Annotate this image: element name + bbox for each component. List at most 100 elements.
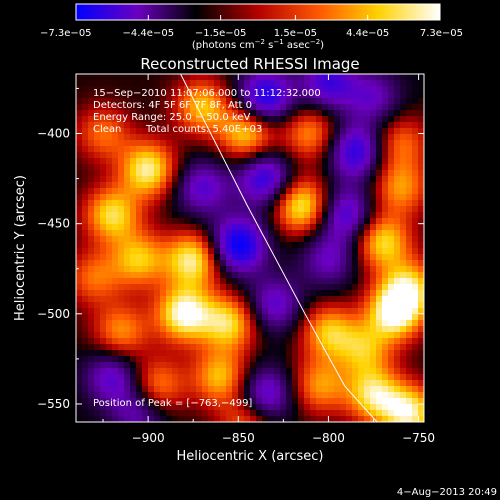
heatmap-cell [208,260,215,267]
heatmap-cell [148,218,155,225]
heatmap-cell [142,188,149,195]
heatmap-cell [190,290,197,297]
heatmap-cell [304,206,311,213]
heatmap-cell [340,116,347,123]
heatmap-cell [310,242,317,249]
heatmap-cell [232,230,239,237]
heatmap-cell [406,416,413,422]
heatmap-cell [220,86,227,93]
heatmap-cell [130,146,137,153]
heatmap-cell [292,116,299,123]
image-area [75,73,425,423]
heatmap-cell [370,200,377,207]
heatmap-cell [328,92,335,99]
heatmap-cell [412,194,419,201]
heatmap-cell [370,254,377,261]
heatmap-cell [334,290,341,297]
heatmap-cell [214,218,221,225]
heatmap-cell [190,146,197,153]
heatmap-cell [226,266,233,273]
heatmap-cell [382,254,389,261]
heatmap-cell [304,368,311,375]
heatmap-cell [166,110,173,117]
heatmap-cell [76,86,83,93]
heatmap-cell [106,380,113,387]
heatmap-cell [76,176,83,183]
heatmap-cell [232,410,239,417]
heatmap-cell [88,230,95,237]
heatmap-cell [298,158,305,165]
heatmap-cell [304,350,311,357]
heatmap-cell [274,344,281,351]
heatmap-cell [112,212,119,219]
heatmap-cell [358,116,365,123]
heatmap-cell [268,140,275,147]
heatmap-cell [172,212,179,219]
heatmap-cell [178,230,185,237]
heatmap-cell [142,92,149,99]
heatmap-cell [220,206,227,213]
heatmap-cell [202,392,209,399]
heatmap-cell [250,200,257,207]
heatmap-cell [418,248,424,255]
heatmap-cell [178,200,185,207]
heatmap-cell [154,410,161,417]
heatmap-cell [184,200,191,207]
heatmap-cell [286,380,293,387]
heatmap-cell [340,404,347,411]
heatmap-cell [88,248,95,255]
heatmap-cell [82,164,89,171]
heatmap-cell [364,362,371,369]
heatmap-cell [322,386,329,393]
heatmap-cell [196,176,203,183]
heatmap-cell [124,332,131,339]
heatmap-cell [130,206,137,213]
heatmap-cell [358,284,365,291]
heatmap-cell [376,200,383,207]
heatmap-cell [220,146,227,153]
heatmap-cell [190,230,197,237]
heatmap-cell [304,410,311,417]
heatmap-cell [310,416,317,422]
heatmap-cell [214,368,221,375]
heatmap-cell [160,170,167,177]
heatmap-cell [148,80,155,87]
heatmap-cell [112,224,119,231]
heatmap-cell [160,248,167,255]
heatmap-cell [298,326,305,333]
heatmap-cell [118,398,125,405]
heatmap-cell [238,140,245,147]
heatmap-cell [406,152,413,159]
heatmap-cell [298,146,305,153]
heatmap-cell [232,80,239,87]
heatmap-cell [112,290,119,297]
heatmap-cell [244,140,251,147]
heatmap-cell [256,332,263,339]
heatmap-cell [154,146,161,153]
heatmap-cell [106,308,113,315]
heatmap-cell [274,182,281,189]
heatmap-cell [268,128,275,135]
heatmap-cell [82,152,89,159]
heatmap-cell [340,152,347,159]
heatmap-cell [268,308,275,315]
heatmap-cell [274,248,281,255]
heatmap-cell [388,122,395,129]
heatmap-cell [184,152,191,159]
heatmap-cell [358,188,365,195]
y-axis-label: Heliocentric Y (arcsec) [13,175,28,321]
heatmap-cell [382,290,389,297]
heatmap-cell [304,92,311,99]
heatmap-cell [88,356,95,363]
heatmap-cell [220,344,227,351]
heatmap-cell [274,92,281,99]
heatmap-cell [412,314,419,321]
heatmap-cell [400,362,407,369]
heatmap-cell [394,110,401,117]
heatmap-cell [88,344,95,351]
heatmap-cell [334,92,341,99]
heatmap-cell [184,278,191,285]
heatmap-cell [112,146,119,153]
heatmap-cell [166,188,173,195]
heatmap-cell [244,176,251,183]
